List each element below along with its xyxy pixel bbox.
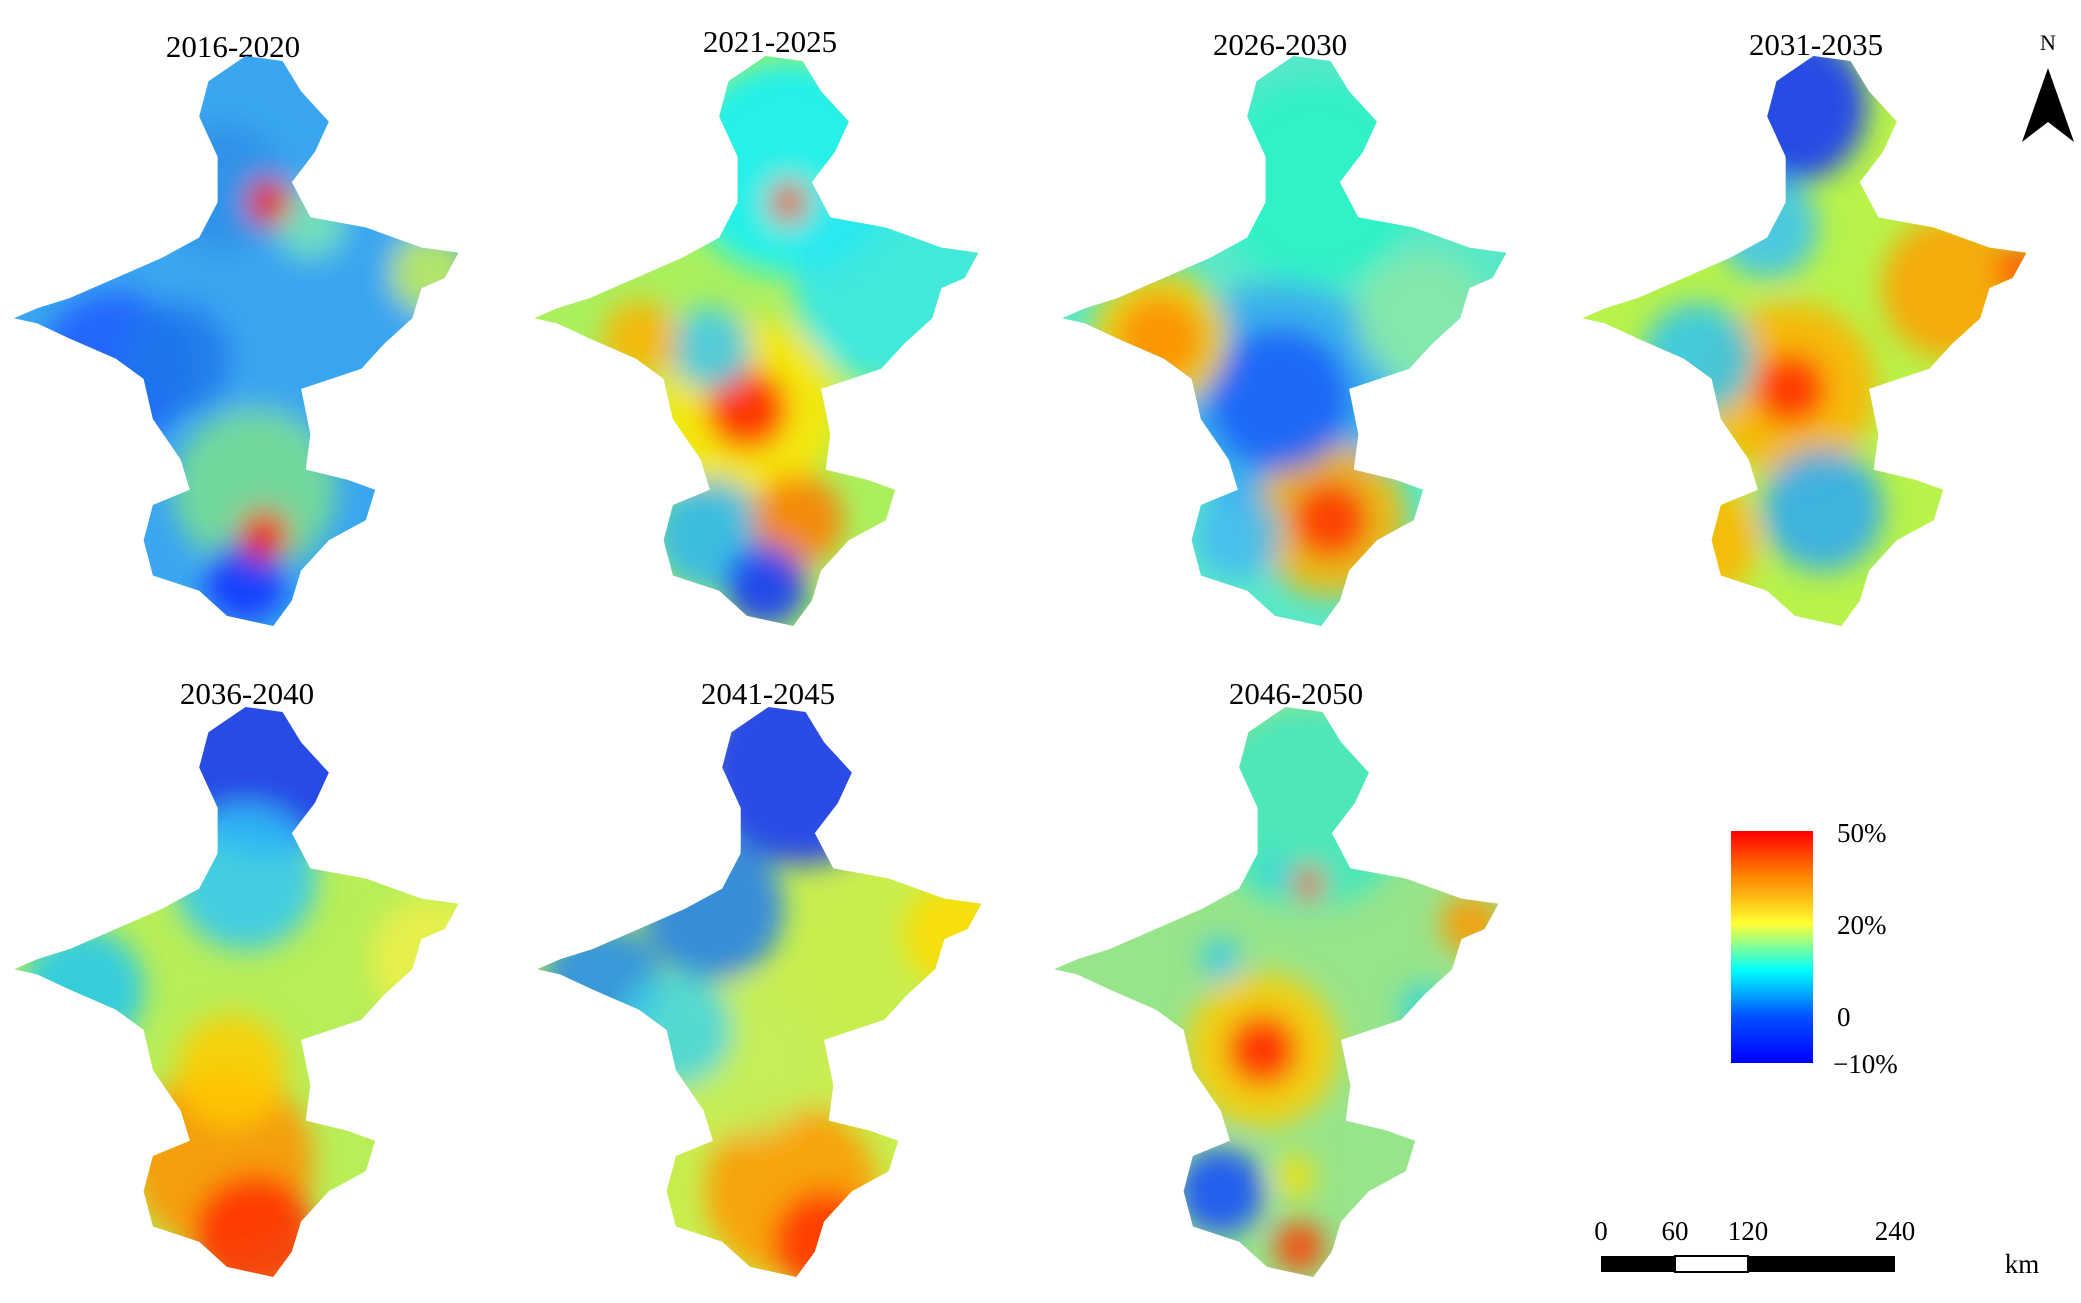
scale-label-240: 240 bbox=[1875, 1216, 1916, 1246]
panel-title: 2031-2035 bbox=[1749, 27, 1883, 62]
scale-segment-2 bbox=[1674, 1255, 1749, 1273]
panel-title: 2036-2040 bbox=[180, 676, 314, 711]
panel-title: 2021-2025 bbox=[703, 24, 837, 59]
map-panel-2036-2040: 2036-2040 bbox=[14, 676, 459, 1277]
region-map bbox=[534, 56, 979, 626]
color-legend: 50% 20% 0 −10% bbox=[1731, 818, 1898, 1079]
legend-tick-20: 20% bbox=[1837, 910, 1887, 940]
region-map bbox=[1054, 707, 1499, 1277]
legend-tick-min: −10% bbox=[1833, 1049, 1898, 1079]
north-arrow-icon bbox=[2022, 68, 2074, 142]
scale-label-120: 120 bbox=[1728, 1216, 1769, 1246]
scale-label-60: 60 bbox=[1662, 1216, 1689, 1246]
legend-color-ramp bbox=[1731, 831, 1813, 1063]
region-map bbox=[537, 707, 982, 1277]
map-panel-2021-2025: 2021-2025 bbox=[534, 24, 979, 626]
scale-unit: km bbox=[2005, 1249, 2040, 1279]
north-arrow: N bbox=[2022, 30, 2074, 142]
panel-title: 2026-2030 bbox=[1213, 27, 1347, 62]
region-map bbox=[1582, 56, 2027, 626]
panel-title: 2046-2050 bbox=[1229, 676, 1363, 711]
region-map bbox=[1062, 56, 1507, 626]
scale-bar: 0 60 120 240 km bbox=[1594, 1216, 2039, 1279]
map-panel-2031-2035: 2031-2035 bbox=[1582, 27, 2027, 626]
scale-label-0: 0 bbox=[1594, 1216, 1608, 1246]
map-panel-2016-2020: 2016-2020 bbox=[14, 29, 459, 626]
map-panel-2026-2030: 2026-2030 bbox=[1062, 27, 1507, 626]
region-map bbox=[14, 707, 459, 1277]
legend-tick-max: 50% bbox=[1837, 818, 1887, 848]
map-panel-2046-2050: 2046-2050 bbox=[1054, 676, 1499, 1277]
legend-tick-zero: 0 bbox=[1837, 1002, 1851, 1032]
scale-segment-1 bbox=[1601, 1256, 1675, 1272]
region-map bbox=[14, 56, 459, 626]
panel-title: 2016-2020 bbox=[166, 29, 300, 64]
map-panel-2041-2045: 2041-2045 bbox=[537, 676, 982, 1277]
panel-title: 2041-2045 bbox=[701, 676, 835, 711]
map-panels: 2016-2020 2021-2025 2026-2030 2031-2035 2036… bbox=[14, 24, 2027, 1277]
north-label: N bbox=[2040, 30, 2056, 55]
scale-segment-3 bbox=[1748, 1256, 1895, 1272]
